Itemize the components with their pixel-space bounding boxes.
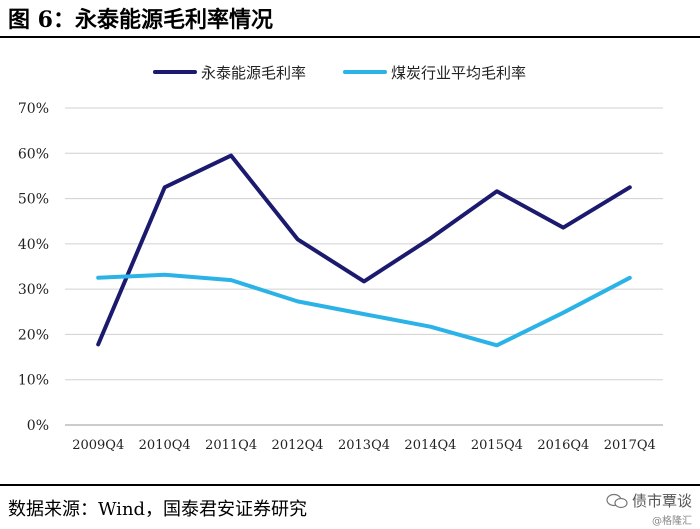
x-tick-label: 2015Q4 — [471, 438, 523, 453]
legend-label-1: 永泰能源毛利率 — [201, 64, 306, 82]
y-tick-label: 30% — [18, 282, 49, 298]
y-tick-label: 60% — [18, 146, 49, 162]
series-line-2 — [96, 272, 632, 348]
x-tick-label: 2011Q4 — [205, 438, 257, 453]
y-axis: 0% 10% 20% 30% 40% 50% 60% 70% — [18, 101, 49, 434]
chart-legend: 永泰能源毛利率 煤炭行业平均毛利率 — [153, 64, 526, 82]
legend-label-2: 煤炭行业平均毛利率 — [391, 64, 526, 82]
wechat-icon — [606, 493, 628, 508]
x-tick-label: 2010Q4 — [139, 438, 191, 453]
watermark: 债市覃谈 — [606, 490, 692, 511]
figure-title: 图 6：永泰能源毛利率情况 — [8, 7, 273, 33]
y-tick-label: 10% — [18, 373, 49, 389]
source-note: 数据来源：Wind，国泰君安证券研究 — [8, 499, 308, 520]
y-tick-label: 40% — [18, 237, 49, 253]
y-tick-label: 20% — [18, 327, 49, 343]
y-tick-label: 50% — [18, 192, 49, 208]
watermark-sub: @格隆汇 — [652, 516, 692, 527]
x-tick-label: 2016Q4 — [537, 438, 589, 453]
x-tick-label: 2014Q4 — [404, 438, 456, 453]
y-tick-label: 0% — [27, 418, 49, 434]
title-rule — [0, 36, 700, 38]
series-lines — [96, 153, 632, 348]
x-tick-label: 2009Q4 — [72, 438, 124, 453]
grid-lines — [65, 107, 663, 426]
line-chart: 永泰能源毛利率 煤炭行业平均毛利率 0% 10% 20% 30% 40% 50% 60% 70%… — [18, 64, 663, 453]
x-tick-label: 2012Q4 — [272, 438, 324, 453]
x-tick-label: 2017Q4 — [604, 438, 656, 453]
series-line-1 — [96, 153, 632, 347]
watermark-text: 债市覃谈 — [631, 492, 692, 510]
y-tick-label: 70% — [18, 101, 49, 117]
source-rule — [0, 484, 700, 486]
x-axis: 2009Q4 2010Q4 2011Q4 2012Q4 2013Q4 2014Q4 2015… — [72, 438, 656, 453]
x-tick-label: 2013Q4 — [338, 438, 390, 453]
